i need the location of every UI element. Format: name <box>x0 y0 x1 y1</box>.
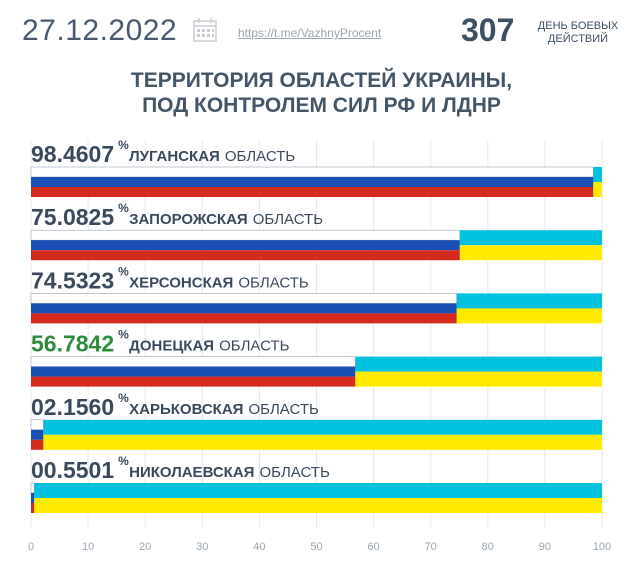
chart-title-line1: ТЕРРИТОРИЯ ОБЛАСТЕЙ УКРАИНЫ, <box>130 69 513 92</box>
russia-red-bar <box>31 439 44 450</box>
russia-blue-bar <box>31 366 356 377</box>
percent-sign: % <box>118 454 129 468</box>
ukraine-blue-bar <box>593 167 602 182</box>
region-name: ХАРЬКОВСКАЯ <box>129 401 243 418</box>
percent-sign: % <box>118 328 129 342</box>
report-date: 27.12.2022 <box>22 14 178 47</box>
russia-white-bar <box>30 482 35 494</box>
ukraine-yellow-bar <box>459 245 602 261</box>
ukraine-blue-bar <box>459 230 602 246</box>
ukraine-yellow-bar <box>593 182 602 197</box>
ukraine-yellow-bar <box>34 498 603 513</box>
russia-white-bar <box>30 293 457 304</box>
percent-sign: % <box>118 201 129 215</box>
x-tick-label: 50 <box>310 541 322 553</box>
ukraine-blue-bar <box>34 483 603 498</box>
day-label: ДЕНЬ БОЕВЫХ ДЕЙСТВИЙ <box>528 20 628 46</box>
oblast-suffix: ОБЛАСТЬ <box>253 211 324 228</box>
oblast-suffix: ОБЛАСТЬ <box>238 274 309 291</box>
oblast-suffix: ОБЛАСТЬ <box>259 464 330 481</box>
chart-title-line2: ПОД КОНТРОЛЕМ СИЛ РФ И ЛДНР <box>142 94 501 117</box>
telegram-link[interactable]: https://t.me/VazhnyProcent <box>238 26 382 40</box>
region-name: ДОНЕЦКАЯ <box>129 338 214 355</box>
ukraine-yellow-bar <box>43 434 602 450</box>
russia-red-bar <box>31 187 594 197</box>
russia-red-bar <box>31 503 35 513</box>
chart-title: ТЕРРИТОРИЯ ОБЛАСТЕЙ УКРАИНЫ, ПОД КОНТРОЛ… <box>0 68 643 118</box>
russia-white-bar <box>30 419 44 431</box>
value-label: 98.4607 <box>31 141 114 167</box>
percent-sign: % <box>118 264 129 278</box>
day-number: 307 <box>461 12 515 48</box>
x-tick-label: 20 <box>139 541 151 553</box>
russia-white-bar <box>30 356 356 367</box>
russia-blue-bar <box>31 429 44 440</box>
russia-blue-bar <box>31 177 594 187</box>
region-name: ЗАПОРОЖСКАЯ <box>129 211 248 228</box>
ukraine-blue-bar <box>43 419 602 435</box>
value-label: 75.0825 <box>31 204 114 230</box>
calendar-icon <box>193 18 217 42</box>
value-label: 00.5501 <box>31 457 114 483</box>
day-label-line2: ДЕЙСТВИЙ <box>547 33 609 45</box>
russia-blue-bar <box>31 493 35 503</box>
russia-white-bar <box>30 229 461 241</box>
oblast-suffix: ОБЛАСТЬ <box>248 401 319 418</box>
x-tick-label: 40 <box>253 541 265 553</box>
russia-red-bar <box>31 250 460 261</box>
russia-white-bar <box>30 166 594 178</box>
oblast-suffix: ОБЛАСТЬ <box>225 148 296 165</box>
oblast-suffix: ОБЛАСТЬ <box>219 338 290 355</box>
russia-red-bar <box>31 376 356 387</box>
x-tick-label: 90 <box>539 541 551 553</box>
value-label: 02.1560 <box>31 394 114 420</box>
x-tick-label: 80 <box>482 541 494 553</box>
x-tick-label: 0 <box>28 541 34 553</box>
value-label: 74.5323 <box>31 267 114 293</box>
value-label: 56.7842 <box>31 331 114 357</box>
ukraine-blue-bar <box>355 356 602 372</box>
x-tick-label: 60 <box>367 541 379 553</box>
russia-red-bar <box>31 313 457 324</box>
ukraine-yellow-bar <box>355 371 602 387</box>
ukraine-blue-bar <box>456 293 602 309</box>
x-tick-label: 30 <box>196 541 208 553</box>
percent-sign: % <box>118 138 129 152</box>
region-name: ХЕРСОНСКАЯ <box>129 274 233 291</box>
region-name: ЛУГАНСКАЯ <box>129 148 220 165</box>
russia-blue-bar <box>31 303 457 314</box>
x-tick-label: 10 <box>82 541 94 553</box>
percent-sign: % <box>118 391 129 405</box>
russia-blue-bar <box>31 240 460 251</box>
x-tick-label: 70 <box>425 541 437 553</box>
x-tick-label: 100 <box>593 541 611 553</box>
day-label-line1: ДЕНЬ БОЕВЫХ <box>537 20 619 32</box>
ukraine-yellow-bar <box>456 308 602 324</box>
region-name: НИКОЛАЕВСКАЯ <box>129 464 254 481</box>
